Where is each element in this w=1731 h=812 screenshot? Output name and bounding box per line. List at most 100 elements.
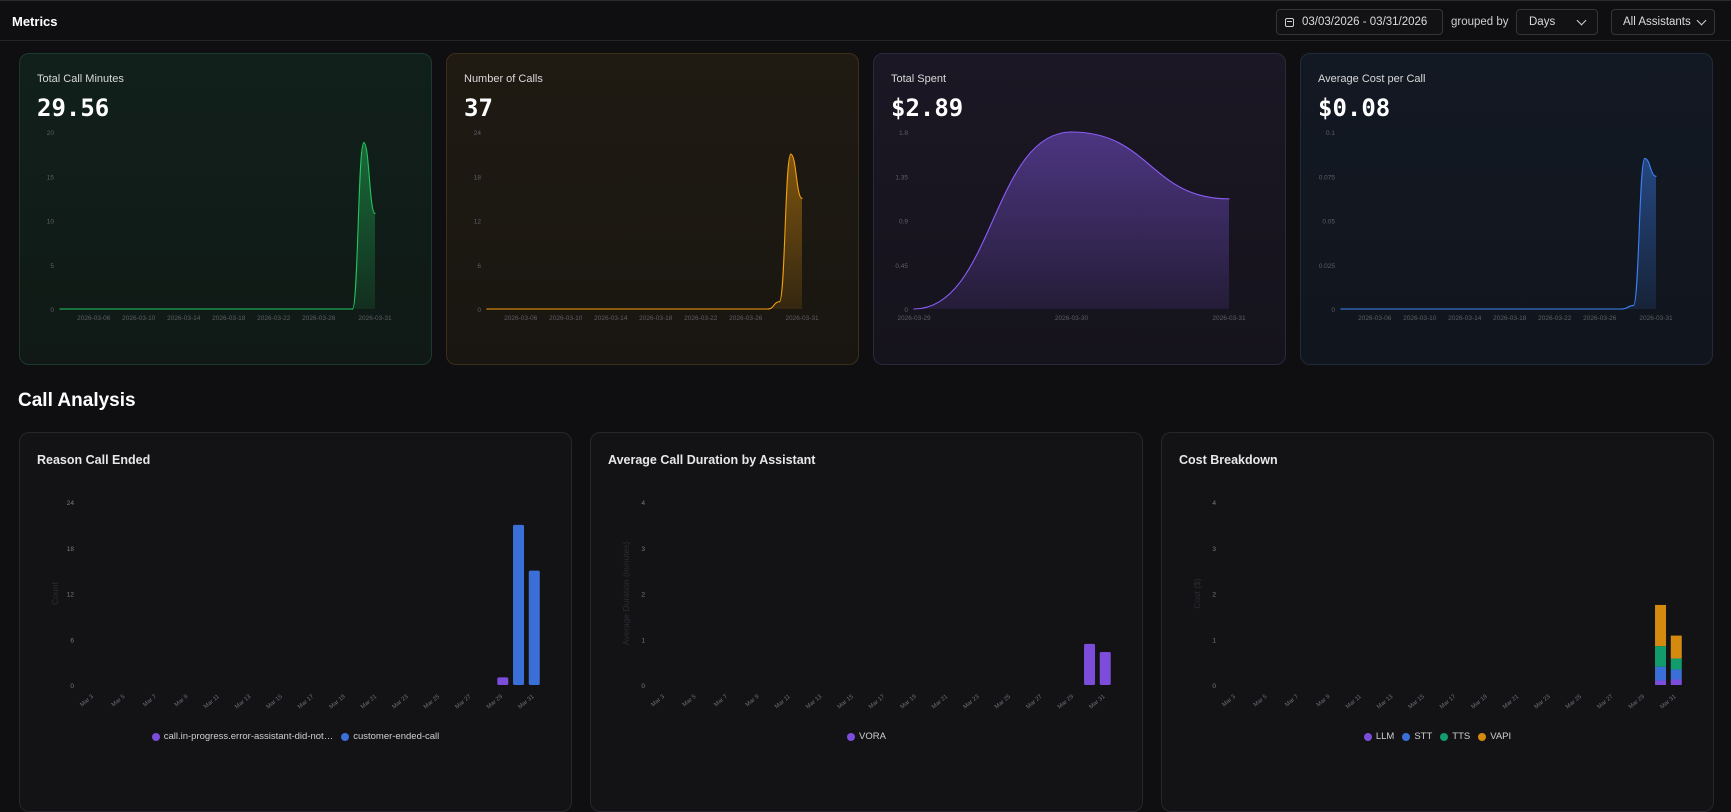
legend-label: call.in-progress.error-assistant-did-not… — [163, 731, 334, 742]
y-tick-label: 4 — [641, 500, 645, 507]
panel-title: Cost Breakdown — [1179, 453, 1278, 467]
legend-swatch — [1363, 732, 1372, 741]
x-tick-label: 2026-03-06 — [504, 315, 538, 322]
legend-swatch — [1440, 732, 1449, 741]
data-point — [913, 308, 915, 310]
y-tick-label: 24 — [474, 130, 482, 137]
series-area — [1341, 158, 1656, 309]
x-tick-label: 2026-03-18 — [212, 315, 246, 322]
x-tick-label: Mar 31 — [517, 694, 536, 711]
y-tick-label: 10 — [47, 219, 55, 226]
data-point — [801, 197, 803, 200]
date-range-picker[interactable]: 03/03/2026 - 03/31/2026 — [1276, 9, 1443, 35]
x-tick-label: Mar 15 — [837, 694, 856, 711]
bar-segment — [1670, 658, 1682, 670]
chart-legend: LLM STT TTS VAPI — [1162, 731, 1713, 742]
y-axis-label: Cost ($) — [1192, 578, 1202, 608]
calendar-icon — [1285, 17, 1294, 27]
panel-average-call-duration: Average Call Duration by Assistant 0 1 2 3 4… — [590, 432, 1143, 812]
x-tick-label: Mar 31 — [1088, 694, 1107, 711]
legend-item[interactable]: VORA — [847, 731, 886, 742]
data-point — [374, 212, 376, 215]
metric-card-average-cost-per-call: Average Cost per Call $0.08 0 0.025 0.05 0.… — [1300, 53, 1713, 365]
x-tick-label: Mar 3 — [1221, 694, 1237, 709]
cost-breakdown-chart: 0 1 2 3 4 Cost ($) Mar 3 Mar 5 Mar 7 Mar 9 Mar 11 M… — [1192, 500, 1682, 711]
data-point — [1621, 308, 1624, 310]
y-tick-label: 4 — [1212, 500, 1216, 507]
y-tick-label: 6 — [70, 637, 74, 644]
date-range-value: 03/03/2026 - 03/31/2026 — [1302, 16, 1428, 28]
top-bar: Metrics 03/03/2026 - 03/31/2026 grouped … — [0, 0, 1731, 41]
x-tick-label: Mar 27 — [1025, 694, 1044, 711]
x-tick-label: Mar 19 — [329, 694, 348, 711]
grouped-by-label: grouped by — [1451, 16, 1509, 28]
bar-segment — [1655, 646, 1667, 667]
legend-item[interactable]: STT — [1402, 731, 1432, 742]
x-tick-label: 2026-03-14 — [167, 315, 201, 322]
x-tick-label: Mar 5 — [682, 694, 698, 709]
legend-label: TTS — [1452, 731, 1471, 742]
x-tick-label: 2026-03-14 — [1448, 315, 1482, 322]
x-tick-label: Mar 3 — [79, 694, 95, 709]
data-point — [362, 141, 365, 144]
x-tick-label: 2026-03-31 — [358, 315, 392, 322]
y-tick-label: 0 — [904, 307, 908, 314]
legend-item[interactable]: customer-ended-call — [341, 731, 439, 742]
y-tick-label: 15 — [47, 174, 55, 181]
y-tick-label: 2 — [641, 592, 645, 599]
x-tick-label: Mar 23 — [392, 694, 411, 711]
data-point — [778, 300, 781, 303]
x-tick-label: 2026-03-26 — [729, 315, 763, 322]
y-axis-label: Count — [50, 582, 60, 605]
x-tick-label: Mar 9 — [745, 694, 761, 709]
x-tick-label: Mar 5 — [1253, 694, 1269, 709]
legend-item[interactable]: LLM — [1363, 731, 1394, 742]
x-tick-label: Mar 23 — [963, 694, 982, 711]
x-tick-label: Mar 19 — [1471, 694, 1490, 711]
x-tick-label: 2026-03-10 — [1403, 315, 1437, 322]
x-tick-label: Mar 7 — [142, 694, 158, 709]
x-tick-label: 2026-03-10 — [122, 315, 156, 322]
panel-title: Average Call Duration by Assistant — [608, 453, 816, 467]
y-tick-label: 0.9 — [899, 219, 908, 226]
legend-item[interactable]: VAPI — [1478, 731, 1511, 742]
y-tick-label: 18 — [67, 546, 75, 553]
y-tick-label: 0 — [50, 307, 54, 314]
bar — [528, 570, 540, 685]
group-by-select[interactable]: Days — [1516, 9, 1598, 35]
total-spent-chart: 0 0.45 0.9 1.35 1.8 2026-03-29 2026-03-30 2026-… — [895, 130, 1246, 322]
metric-value: 29.56 — [37, 94, 110, 122]
x-tick-label: 2026-03-30 — [1055, 315, 1089, 322]
metric-value: $0.08 — [1318, 94, 1391, 122]
assistant-filter-select[interactable]: All Assistants — [1611, 9, 1715, 35]
legend-swatch — [341, 732, 350, 741]
metric-label: Average Cost per Call — [1318, 73, 1426, 85]
x-tick-label: Mar 5 — [111, 694, 127, 709]
legend-swatch — [847, 732, 856, 741]
legend-swatch — [1478, 732, 1487, 741]
x-tick-label: 2026-03-31 — [1639, 315, 1673, 322]
series-line — [1341, 157, 1657, 310]
chevron-down-icon — [1576, 15, 1587, 25]
legend-item[interactable]: call.in-progress.error-assistant-did-not… — [151, 731, 334, 742]
series-line — [913, 131, 1230, 310]
x-tick-label: Mar 17 — [868, 694, 887, 711]
x-tick-label: 2026-03-10 — [549, 315, 583, 322]
legend-item[interactable]: TTS — [1440, 731, 1470, 742]
x-tick-label: Mar 13 — [234, 694, 253, 711]
x-tick-label: Mar 11 — [774, 694, 792, 711]
metric-value: 37 — [464, 94, 493, 122]
y-tick-label: 0 — [70, 683, 74, 690]
metric-value: $2.89 — [891, 94, 964, 122]
x-tick-label: 2026-03-06 — [1358, 315, 1392, 322]
chart-legend: VORA — [591, 731, 1142, 742]
panel-reason-call-ended: Reason Call Ended 0 6 12 18 24 Count Mar 3 Mar … — [19, 432, 572, 812]
chevron-down-icon — [1696, 15, 1707, 25]
y-tick-label: 3 — [1212, 546, 1216, 553]
legend-label: customer-ended-call — [353, 731, 440, 742]
x-tick-label: Mar 29 — [486, 694, 505, 711]
y-tick-label: 1 — [641, 637, 645, 644]
x-tick-label: Mar 17 — [1439, 694, 1458, 711]
y-tick-label: 0 — [477, 307, 481, 314]
bar — [513, 524, 525, 685]
